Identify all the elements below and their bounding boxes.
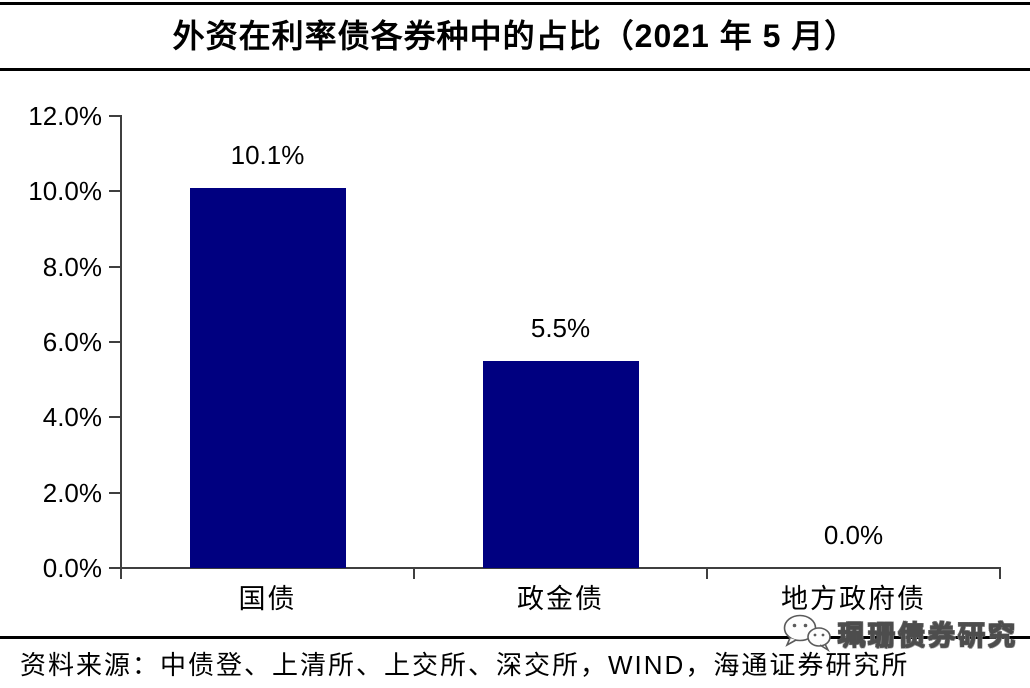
- x-tick-mark: [413, 568, 415, 579]
- y-tick-mark: [109, 115, 121, 117]
- title-bottom-rule: [0, 68, 1030, 71]
- y-tick-mark: [109, 190, 121, 193]
- y-tick-mark: [109, 265, 121, 268]
- bar-2: [482, 360, 639, 568]
- value-label: 0.0%: [823, 520, 884, 550]
- y-tick-label: 0.0%: [42, 553, 102, 583]
- title-top-rule: [0, 2, 1030, 5]
- y-tick-mark: [109, 341, 121, 343]
- wechat-icon: [783, 614, 831, 653]
- y-tick-label: 4.0%: [42, 402, 102, 433]
- watermark-text: 珮珊债券研究: [837, 620, 1018, 651]
- value-label: 5.5%: [530, 312, 591, 343]
- footer-rule: [0, 636, 1030, 639]
- x-tick-mark: [120, 568, 122, 579]
- y-tick-mark: [109, 491, 121, 494]
- watermark: 珮珊债券研究: [780, 610, 1018, 656]
- x-axis-line: [120, 567, 1001, 569]
- y-tick-label: 10.0%: [28, 176, 102, 207]
- value-label: 10.1%: [230, 139, 305, 170]
- x-category-label: 政金债: [517, 584, 604, 614]
- y-tick-label: 6.0%: [42, 327, 102, 357]
- x-category-label: 地方政府债: [781, 584, 926, 614]
- y-tick-label: 8.0%: [42, 251, 102, 282]
- chart-title: 外资在利率债各券种中的占比（2021 年 5 月）: [172, 18, 858, 54]
- x-tick-mark: [999, 568, 1001, 579]
- y-tick-label: 12.0%: [28, 101, 102, 131]
- x-tick-mark: [706, 568, 708, 579]
- y-tick-mark: [109, 567, 121, 569]
- y-tick-mark: [109, 416, 121, 419]
- source-note: 资料来源：中债登、上清所、上交所、深交所，WIND，海通证券研究所: [20, 650, 910, 680]
- bar-1: [189, 187, 346, 568]
- y-axis-line: [120, 115, 122, 579]
- x-category-label: 国债: [238, 584, 297, 614]
- y-tick-label: 2.0%: [42, 477, 102, 508]
